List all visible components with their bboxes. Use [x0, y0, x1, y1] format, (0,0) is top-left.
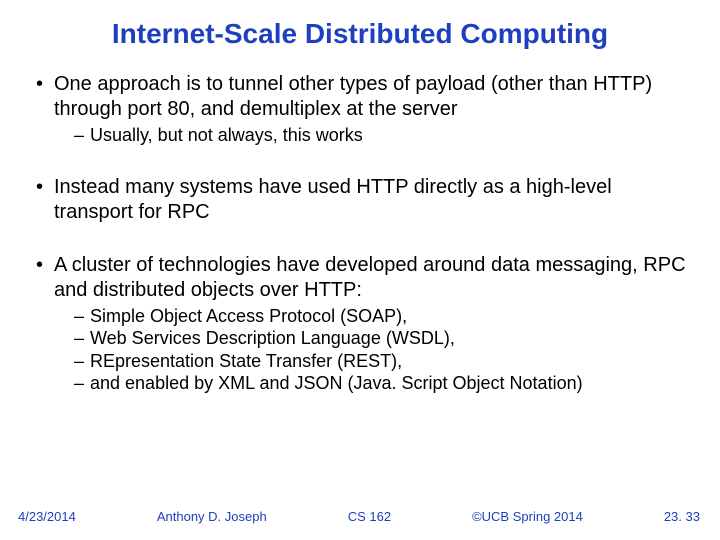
footer-course: CS 162: [348, 509, 391, 524]
slide-content: One approach is to tunnel other types of…: [28, 72, 692, 395]
slide-title: Internet-Scale Distributed Computing: [28, 18, 692, 50]
bullet-2-sub-3: and enabled by XML and JSON (Java. Scrip…: [54, 372, 692, 395]
footer-copyright: ©UCB Spring 2014: [472, 509, 583, 524]
bullet-2-sub-1: Web Services Description Language (WSDL)…: [54, 327, 692, 350]
footer-date: 4/23/2014: [18, 509, 76, 524]
footer-page: 23. 33: [664, 509, 700, 524]
bullet-1: Instead many systems have used HTTP dire…: [34, 175, 692, 225]
footer: 4/23/2014 Anthony D. Joseph CS 162 ©UCB …: [0, 509, 720, 524]
bullet-2-sub-0: Simple Object Access Protocol (SOAP),: [54, 305, 692, 328]
bullet-2-sub-2: REpresentation State Transfer (REST),: [54, 350, 692, 373]
bullet-0: One approach is to tunnel other types of…: [34, 72, 692, 147]
bullet-0-text: One approach is to tunnel other types of…: [54, 73, 652, 120]
footer-author: Anthony D. Joseph: [157, 509, 267, 524]
bullet-2-text: A cluster of technologies have developed…: [54, 254, 686, 301]
bullet-0-sub-0: Usually, but not always, this works: [54, 124, 692, 147]
bullet-1-text: Instead many systems have used HTTP dire…: [54, 176, 612, 223]
bullet-2: A cluster of technologies have developed…: [34, 253, 692, 395]
